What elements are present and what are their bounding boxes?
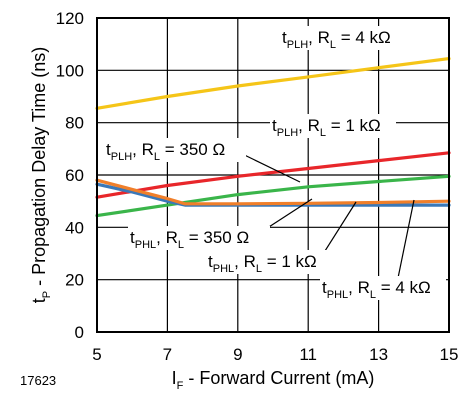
x-tick-label: 9 (233, 345, 242, 364)
ann-plh-1k: tPLH, RL = 1 kΩ (272, 116, 381, 139)
series-line-4 (95, 178, 451, 206)
x-axis-label: IF - Forward Current (mA) (172, 368, 375, 392)
ann-plh-350-bg (104, 138, 246, 162)
x-tick-label: 11 (299, 345, 317, 364)
y-tick-label: 80 (65, 114, 84, 133)
annotations: tPLH, RL = 4 kΩ tPLH, RL = 1 kΩ tPLH, RL =… (104, 26, 446, 301)
x-tick-label: 13 (369, 345, 388, 364)
ann-plh-1k-bg (270, 114, 396, 138)
series-line-1 (95, 151, 451, 199)
ann-phl-1k-bg (206, 250, 332, 274)
x-tick-label: 5 (92, 345, 101, 364)
y-axis-label: tP - Propagation Delay Time (ns) (29, 47, 53, 303)
ann-phl-350: tPHL, RL = 350 Ω (130, 228, 249, 251)
ann-phl-1k: tPHL, RL = 1 kΩ (208, 252, 317, 275)
figure-id: 17623 (20, 373, 56, 388)
y-tick-label: 20 (65, 271, 84, 290)
tick-labels: 5 7 9 11 13 15 0 20 40 60 80 100 120 (56, 9, 459, 364)
x-tick-label: 15 (440, 345, 459, 364)
y-tick-label: 60 (65, 166, 84, 185)
series-line-0 (95, 56, 451, 110)
ann-phl-4k-bg (320, 276, 446, 300)
series-lines (95, 56, 451, 218)
annotation-leader (397, 199, 415, 279)
y-tick-label: 0 (75, 323, 84, 342)
series-line-2 (95, 174, 451, 218)
ann-plh-4k: tPLH, RL = 4 kΩ (282, 28, 391, 51)
y-tick-label: 100 (56, 61, 84, 80)
ann-phl-4k: tPHL, RL = 4 kΩ (322, 278, 431, 301)
ann-plh-4k-bg (280, 26, 406, 50)
plot-frame (96, 17, 450, 333)
x-tick-label: 7 (163, 345, 172, 364)
y-tick-label: 40 (65, 218, 84, 237)
y-tick-label: 120 (56, 9, 84, 28)
ann-phl-350-bg (128, 226, 270, 250)
ann-plh-350: tPLH, RL = 350 Ω (106, 140, 225, 163)
